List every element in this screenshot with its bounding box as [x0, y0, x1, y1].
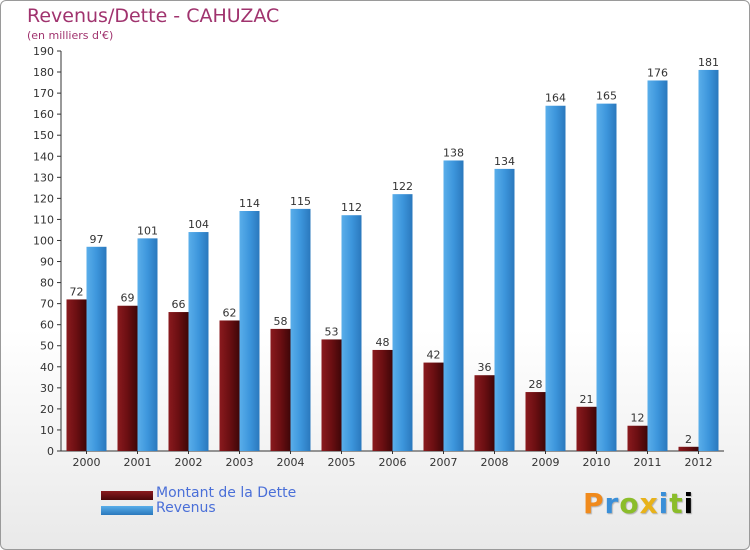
- bar-debt: [372, 349, 393, 451]
- y-tick-label: 160: [33, 108, 54, 121]
- data-label: 97: [90, 233, 104, 246]
- x-tick-label: 2001: [124, 456, 152, 469]
- y-tick-label: 0: [47, 445, 54, 458]
- legend-swatch-debt: [101, 491, 153, 500]
- chart-title: Revenus/Dette - CAHUZAC: [27, 5, 280, 27]
- x-tick-label: 2010: [583, 456, 611, 469]
- data-label: 28: [529, 378, 543, 391]
- data-label: 164: [545, 92, 566, 105]
- y-tick-label: 20: [40, 403, 54, 416]
- data-label: 2: [685, 433, 692, 446]
- data-label: 138: [443, 146, 464, 159]
- bar-debt: [678, 446, 699, 451]
- bar-debt: [66, 299, 87, 451]
- legend-label-debt: Montant de la Dette: [156, 485, 297, 501]
- data-label: 48: [376, 336, 390, 349]
- bar-debt: [627, 425, 648, 451]
- data-label: 104: [188, 218, 209, 231]
- data-label: 69: [121, 292, 135, 305]
- x-tick-label: 2002: [175, 456, 203, 469]
- bar-debt: [117, 305, 138, 451]
- y-tick-label: 100: [33, 234, 54, 247]
- data-label: 176: [647, 66, 668, 79]
- y-tick-label: 90: [40, 256, 54, 269]
- bar-revenus: [443, 160, 464, 451]
- bar-revenus: [545, 105, 566, 451]
- data-label: 112: [341, 201, 362, 214]
- data-label: 42: [427, 349, 441, 362]
- data-label: 58: [274, 315, 288, 328]
- bars: [66, 69, 719, 452]
- value-labels: 7297691016610462114581155311248122421383…: [70, 56, 720, 446]
- data-label: 62: [223, 306, 237, 319]
- bar-revenus: [698, 69, 719, 452]
- bar-revenus: [596, 103, 617, 451]
- y-tick-label: 10: [40, 424, 54, 437]
- proxiti-logo: Proxiti: [583, 487, 695, 520]
- y-tick-label: 70: [40, 298, 54, 311]
- y-tick-label: 50: [40, 340, 54, 353]
- data-label: 181: [698, 56, 719, 69]
- bar-revenus: [290, 208, 311, 451]
- y-tick-label: 170: [33, 87, 54, 100]
- x-tick-label: 2012: [685, 456, 713, 469]
- chart-subtitle: (en milliers d'€): [27, 29, 114, 42]
- bar-debt: [270, 328, 291, 451]
- data-label: 53: [325, 325, 339, 338]
- y-tick-label: 110: [33, 213, 54, 226]
- x-tick-label: 2003: [226, 456, 254, 469]
- bar-revenus: [647, 80, 668, 451]
- legend-swatch-revenus: [101, 506, 153, 515]
- bar-debt: [321, 339, 342, 451]
- x-tick-label: 2011: [634, 456, 662, 469]
- bar-revenus: [341, 215, 362, 451]
- legend-label-revenus: Revenus: [156, 500, 216, 516]
- bar-debt: [525, 392, 546, 451]
- data-label: 134: [494, 155, 515, 168]
- data-label: 36: [478, 361, 492, 374]
- bar-debt: [474, 375, 495, 451]
- y-tick-label: 150: [33, 129, 54, 142]
- data-label: 114: [239, 197, 260, 210]
- x-tick-label: 2007: [430, 456, 458, 469]
- data-label: 165: [596, 90, 617, 103]
- bar-revenus: [188, 232, 209, 451]
- y-tick-label: 30: [40, 382, 54, 395]
- y-tick-label: 130: [33, 171, 54, 184]
- y-tick-label: 190: [33, 45, 54, 58]
- x-tick-label: 2000: [73, 456, 101, 469]
- bar-revenus: [137, 238, 158, 451]
- y-tick-label: 40: [40, 361, 54, 374]
- data-label: 101: [137, 224, 158, 237]
- data-label: 21: [580, 393, 594, 406]
- data-label: 66: [172, 298, 186, 311]
- x-tick-label: 2009: [532, 456, 560, 469]
- y-tick-label: 60: [40, 319, 54, 332]
- data-label: 122: [392, 180, 413, 193]
- x-tick-label: 2006: [379, 456, 407, 469]
- x-tick-label: 2008: [481, 456, 509, 469]
- bar-revenus: [494, 168, 515, 452]
- x-tick-label: 2005: [328, 456, 356, 469]
- data-label: 72: [70, 285, 84, 298]
- bar-debt: [576, 406, 597, 451]
- x-tick-label: 2004: [277, 456, 305, 469]
- bar-debt: [168, 312, 189, 451]
- bar-revenus: [86, 246, 107, 451]
- bar-revenus: [239, 211, 260, 451]
- data-label: 115: [290, 195, 311, 208]
- y-tick-label: 80: [40, 277, 54, 290]
- y-tick-label: 120: [33, 192, 54, 205]
- y-tick-label: 180: [33, 66, 54, 79]
- bar-revenus: [392, 194, 413, 451]
- y-tick-label: 140: [33, 150, 54, 163]
- bar-debt: [219, 320, 240, 451]
- bar-debt: [423, 362, 444, 451]
- data-label: 12: [631, 412, 645, 425]
